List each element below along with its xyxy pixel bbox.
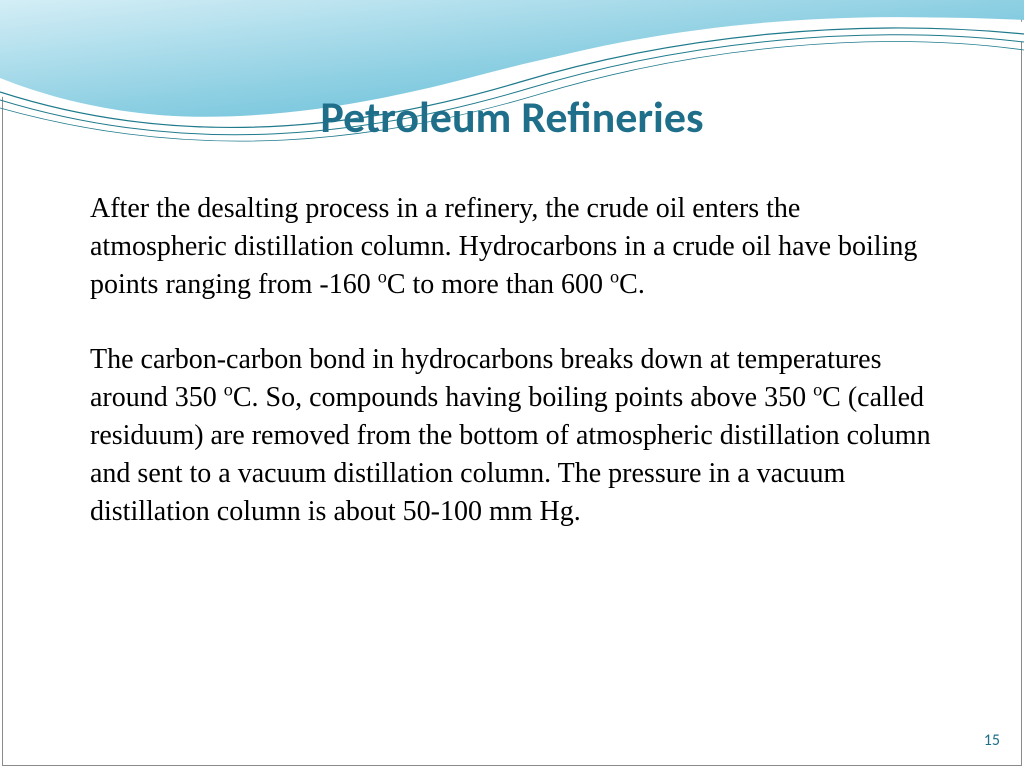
paragraph-2: The carbon-carbon bond in hydrocarbons b…: [90, 341, 940, 530]
slide-title: Petroleum Refineries: [0, 90, 1024, 144]
body-text-container: After the desalting process in a refiner…: [90, 190, 940, 568]
page-number: 15: [984, 731, 1000, 750]
paragraph-1: After the desalting process in a refiner…: [90, 190, 940, 303]
